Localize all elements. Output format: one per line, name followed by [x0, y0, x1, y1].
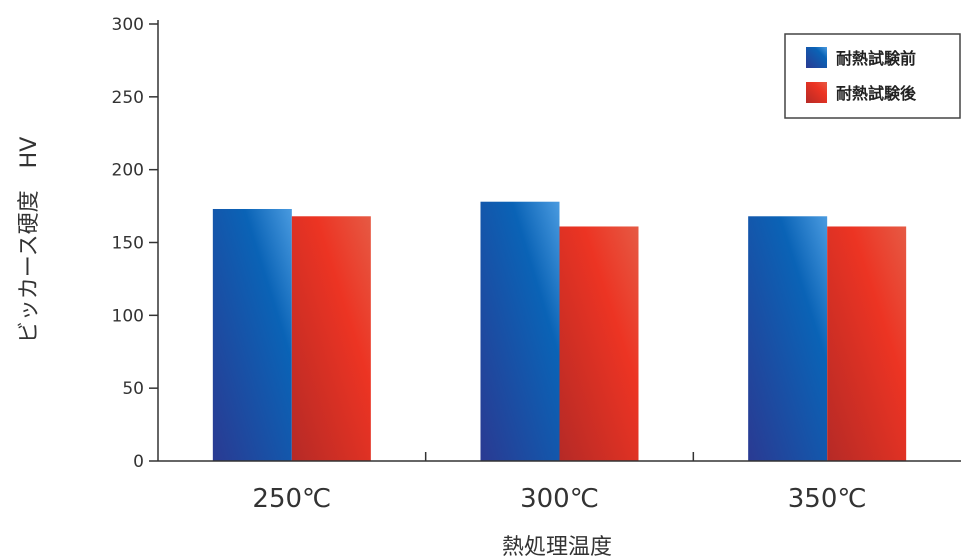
- y-tick-label: 200: [112, 161, 144, 181]
- y-tick-label: 100: [112, 306, 144, 326]
- legend-box: [784, 33, 961, 119]
- x-category-label: 250℃: [252, 484, 331, 514]
- legend-swatch-before: [806, 47, 827, 68]
- bar-before-0: [212, 208, 292, 461]
- bar-before-2: [748, 216, 828, 461]
- x-axis-title: 熱処理温度: [502, 535, 612, 560]
- bar-after-1: [559, 226, 639, 461]
- y-tick-label: 250: [112, 88, 144, 108]
- y-tick-label: 300: [112, 15, 144, 35]
- y-tick-label: 150: [112, 234, 144, 254]
- legend-swatch-after: [806, 82, 827, 103]
- bars-group: [212, 201, 907, 462]
- y-axis-title: ビッカース硬度 HV: [17, 137, 42, 344]
- legend: 耐熱試験前 耐熱試験後: [784, 33, 961, 119]
- x-category-label: 350℃: [788, 484, 867, 514]
- bar-after-2: [827, 226, 907, 461]
- bar-before-1: [480, 201, 560, 462]
- x-ticks-group: 250℃ 300℃ 350℃: [252, 452, 867, 514]
- y-ticks-group: 0 50 100 150 200 250 300: [112, 15, 158, 472]
- bar-after-0: [291, 216, 371, 461]
- legend-label-after: 耐熱試験後: [836, 84, 917, 103]
- y-tick-label: 50: [122, 379, 144, 399]
- y-tick-label: 0: [133, 452, 144, 472]
- legend-label-before: 耐熱試験前: [836, 49, 916, 68]
- x-category-label: 300℃: [520, 484, 599, 514]
